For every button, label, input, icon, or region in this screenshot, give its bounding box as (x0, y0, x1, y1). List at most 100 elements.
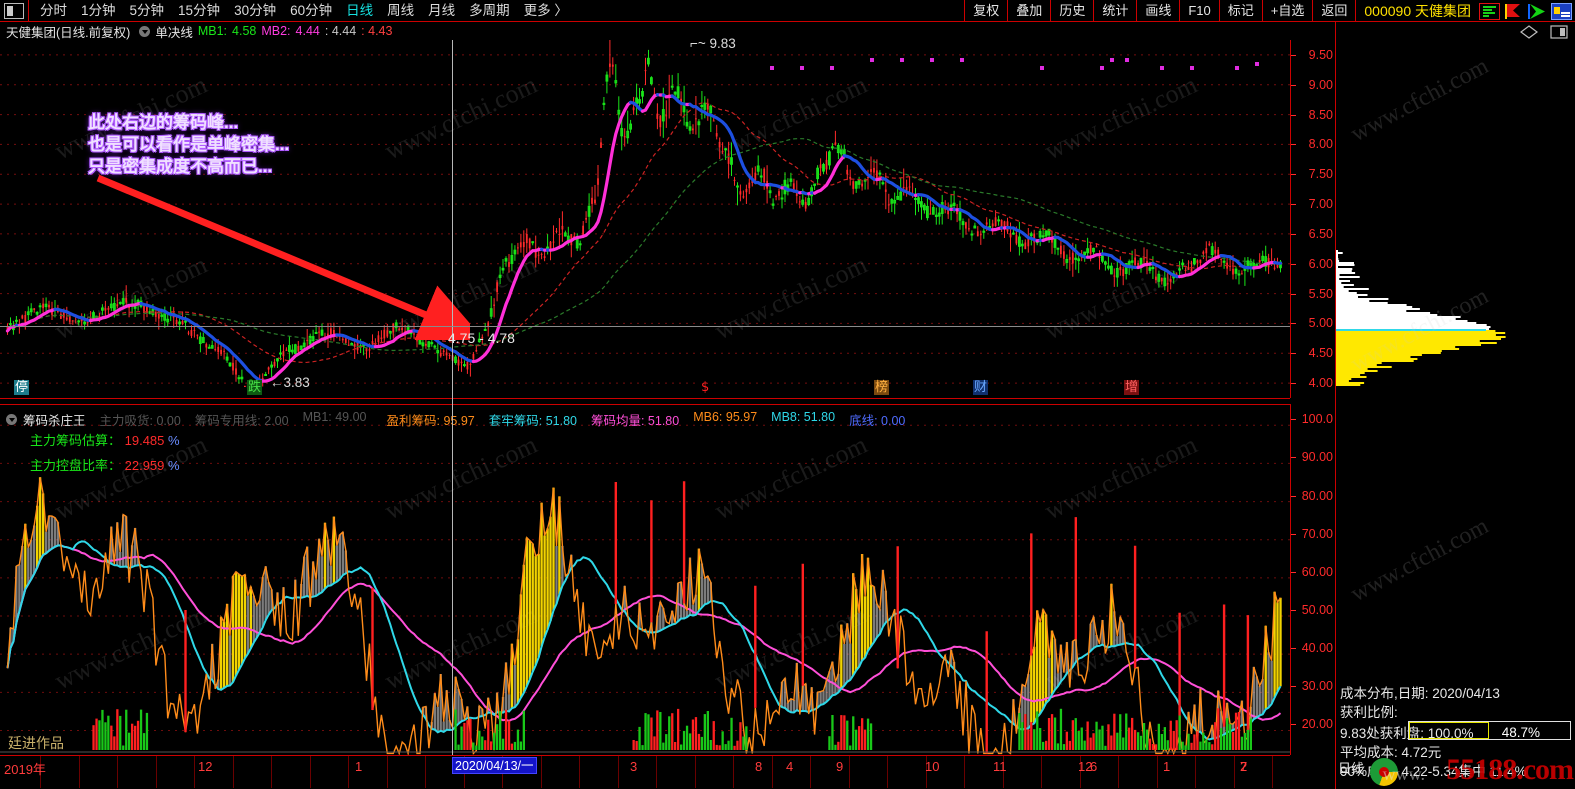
price-marker-5: 增 (1124, 380, 1140, 395)
price-axis-tick-10 (1291, 353, 1296, 355)
news-window-icon[interactable] (1551, 2, 1572, 20)
price-axis-tick-5 (1291, 204, 1296, 206)
timeframe-8[interactable]: 月线 (428, 2, 456, 18)
lower-dim-label-1: 筹码专用线: 2.00 (194, 413, 289, 428)
cost-row-1: 9.83处获利盘: 100.0% (1340, 726, 1474, 741)
timeframe-6[interactable]: 日线 (346, 2, 374, 18)
svg-text:www.cfchi.com: www.cfchi.com (50, 600, 211, 696)
date-label-9: 9 (836, 759, 844, 774)
date-label-8: 8 (755, 759, 763, 774)
indicator-name[interactable]: 单决线 (155, 25, 193, 40)
cost-distribution-info: 成本分布,日期: 2020/04/13 获利比例: 48.7% 9.83处获利盘… (1336, 684, 1575, 789)
date-tick (194, 756, 195, 788)
date-tick (887, 756, 888, 788)
price-axis-tick-7 (1291, 263, 1296, 265)
svg-text:www.cfchi.com: www.cfchi.com (710, 250, 871, 346)
date-tick (117, 756, 118, 788)
price-marker-2: $ (700, 380, 711, 395)
profit-ratio-value: 48.7% (1501, 725, 1540, 740)
green-arrow-icon[interactable] (1527, 2, 1548, 20)
svg-text:www.cfchi.com: www.cfchi.com (710, 430, 871, 526)
timeframe-3[interactable]: 15分钟 (178, 2, 221, 18)
lower-dim-items: 主力吸货: 0.00 筹码专用线: 2.00 MB1: 49.00 (92, 410, 373, 429)
toolbar-button-复权[interactable]: 复权 (964, 0, 1007, 22)
date-tick (40, 756, 41, 788)
price-axis-tick-8 (1291, 293, 1296, 295)
svg-text:www.cfchi.com: www.cfchi.com (1040, 70, 1201, 166)
toolbar-button-历史[interactable]: 历史 (1050, 0, 1093, 22)
mb2-value: 4.44 (295, 24, 320, 38)
toolbar-button-+自选[interactable]: +自选 (1261, 0, 1313, 22)
toolbar-button-F10[interactable]: F10 (1179, 0, 1218, 22)
price-axis-label-10: 4.50 (1308, 346, 1333, 361)
lower-dim-label-2: MB1: 49.00 (302, 409, 367, 424)
chips-indicator-panel[interactable]: www.cfchi.com www.cfchi.com www.cfchi.com w… (0, 410, 1290, 755)
lower-legend-3: MB6: 95.97 (693, 409, 758, 424)
red-flag-icon[interactable] (1503, 2, 1524, 20)
date-label-11: 11 (993, 759, 1007, 774)
date-label-12: 12 (1078, 759, 1093, 774)
cost-date-label: 成本分布,日期: (1340, 686, 1429, 701)
timeframe-4[interactable]: 30分钟 (234, 2, 277, 18)
profit-ratio-bar[interactable]: 48.7% (1408, 721, 1571, 740)
toolbar-button-标记[interactable]: 标记 (1218, 0, 1262, 22)
list-bars-icon[interactable] (1479, 2, 1500, 20)
toolbar-button-统计[interactable]: 统计 (1093, 0, 1136, 22)
annotation-line-2: 只是密集成度不高而已... (88, 157, 273, 176)
date-tick (541, 756, 542, 788)
timeframe-5[interactable]: 60分钟 (290, 2, 333, 18)
svg-text:www.cfchi.com: www.cfchi.com (1040, 600, 1201, 696)
crosshair-price-label: 4.75 - 4.78 (448, 330, 515, 346)
lower-dim-label-0: 主力吸货: 0.00 (99, 413, 181, 428)
date-label-13: 1 (1163, 759, 1171, 774)
lower-axis-tick-6 (1291, 648, 1296, 650)
date-tick (964, 756, 965, 788)
lower-axis-label-0: 100.0 (1301, 412, 1333, 427)
svg-text:www.cfchi.com: www.cfchi.com (1040, 430, 1201, 526)
timeframe-2[interactable]: 5分钟 (129, 2, 165, 18)
date-tick (695, 756, 696, 788)
chevron-down-circle-icon[interactable] (139, 25, 151, 37)
date-tick (579, 756, 580, 788)
svg-text:www.cfchi.com: www.cfchi.com (380, 70, 541, 166)
toolbar-button-画线[interactable]: 画线 (1136, 0, 1179, 22)
period-low-label: ←3.83 (270, 375, 310, 390)
toolbar-button-list: 复权 叠加 历史 统计 画线 F10 标记 +自选 返回 (964, 0, 1357, 22)
price-axis: 9.50 9.00 8.50 8.00 7.50 7.00 6.50 6.00 5.50 5.00… (1290, 40, 1335, 398)
timeframe-0[interactable]: 分时 (40, 2, 67, 18)
price-marker-1: 跌 (247, 380, 263, 395)
lower-axis-tick-8 (1291, 724, 1296, 726)
annotation-arrow-icon (96, 174, 470, 340)
lower-legend-5: 底线: 0.00 (849, 413, 906, 428)
lower-axis-label-2: 80.00 (1301, 488, 1333, 503)
volume-profile-column[interactable]: www.cfchi.com www.cfchi.com www.cfchi.com … (1335, 22, 1575, 789)
panel-toggle-icon[interactable] (4, 2, 24, 19)
price-axis-tick-3 (1291, 144, 1296, 146)
profit-ratio-row: 获利比例: 48.7% (1336, 703, 1575, 740)
stock-label[interactable]: 000090 天健集团 (1364, 3, 1471, 19)
timeframe-9[interactable]: 多周期 (469, 2, 510, 18)
lower-panel-top-rule (0, 404, 1290, 405)
date-tick (772, 756, 773, 788)
timeframe-10[interactable]: 更多 〉 (523, 2, 568, 18)
timeframe-1[interactable]: 1分钟 (81, 2, 116, 18)
site-watermark-small: www. (1382, 764, 1425, 784)
price-marker-0: 停 (14, 380, 30, 395)
date-tick (926, 756, 927, 788)
profit-ratio-fill (1409, 722, 1489, 739)
chevron-down-circle-icon[interactable] (6, 413, 17, 425)
price-axis-label-3: 8.00 (1308, 137, 1333, 152)
date-tick (810, 756, 811, 788)
lower-axis-label-5: 50.00 (1301, 603, 1333, 618)
date-axis[interactable]: 2019年1212346789101112122020/04/13/一 (0, 755, 1290, 789)
toolbar-button-返回[interactable]: 返回 (1312, 0, 1357, 22)
timeframe-7[interactable]: 周线 (387, 2, 415, 18)
date-tick (156, 756, 157, 788)
lower-value-row-1: 主力控盘比率： 22.959 % (30, 458, 180, 473)
toolbar-button-叠加[interactable]: 叠加 (1007, 0, 1050, 22)
selected-date-badge[interactable]: 2020/04/13/一 (452, 757, 537, 774)
svg-text:www.cfchi.com: www.cfchi.com (1347, 513, 1493, 607)
lower-panel-title[interactable]: 筹码杀庄王 (23, 413, 86, 428)
price-chart-panel[interactable]: www.cfchi.com www.cfchi.com www.cfchi.com w… (0, 40, 1290, 398)
